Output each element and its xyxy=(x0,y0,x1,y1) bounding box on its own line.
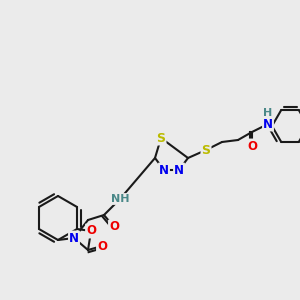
Text: O: O xyxy=(97,239,107,253)
Text: NH: NH xyxy=(111,194,129,204)
Text: N: N xyxy=(263,118,273,130)
Text: S: S xyxy=(157,131,166,145)
Text: H: H xyxy=(263,108,273,118)
Text: N: N xyxy=(174,164,184,176)
Text: O: O xyxy=(247,140,257,152)
Text: O: O xyxy=(109,220,119,233)
Text: O: O xyxy=(86,224,96,238)
Text: S: S xyxy=(202,143,211,157)
Text: N: N xyxy=(69,232,79,244)
Text: N: N xyxy=(159,164,169,176)
